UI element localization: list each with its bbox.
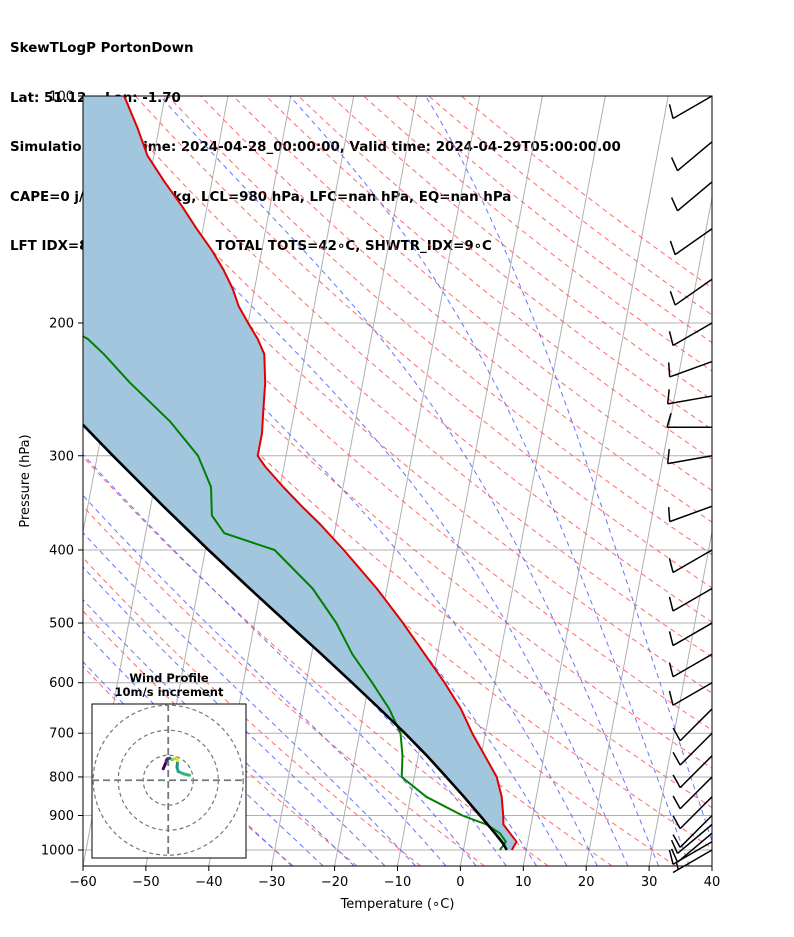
x-tick-label: −50 bbox=[132, 875, 159, 890]
wind-barb bbox=[667, 360, 713, 378]
x-axis-label: Temperature (∘C) bbox=[340, 897, 455, 912]
wind-barb bbox=[668, 622, 713, 647]
wind-barb bbox=[672, 796, 713, 830]
temperature-line bbox=[123, 96, 518, 851]
isotherm-line bbox=[585, 194, 712, 866]
wind-barb bbox=[672, 776, 713, 810]
chart-title: SkewTLogP PortonDown bbox=[10, 41, 194, 56]
dry-adiabat-line bbox=[200, 96, 712, 523]
wind-barb bbox=[670, 141, 713, 172]
wind-barb bbox=[669, 278, 713, 306]
wind-barb bbox=[666, 389, 713, 405]
moist-adiabat-line bbox=[425, 96, 712, 843]
inset-title: Wind Profile bbox=[129, 671, 209, 685]
x-tick-label: 0 bbox=[456, 875, 464, 890]
y-tick-label: 700 bbox=[49, 727, 74, 742]
moist-adiabat-line bbox=[83, 407, 507, 866]
x-tick-label: −60 bbox=[69, 875, 96, 890]
y-tick-label: 200 bbox=[49, 316, 74, 331]
x-tick-label: 10 bbox=[515, 875, 532, 890]
wind-barb bbox=[666, 449, 713, 465]
dry-adiabat-line bbox=[428, 96, 712, 316]
dry-adiabat-line bbox=[167, 96, 712, 556]
dewpoint-line bbox=[83, 335, 507, 851]
wind-barb bbox=[668, 95, 713, 120]
wind-barbs bbox=[666, 95, 713, 874]
y-tick-label: 300 bbox=[49, 449, 74, 464]
y-tick-label: 1000 bbox=[41, 844, 74, 859]
dry-adiabat-line bbox=[330, 96, 712, 401]
y-tick-label: 900 bbox=[49, 809, 74, 824]
y-axis-label: Pressure (hPa) bbox=[18, 434, 33, 527]
dry-adiabat-line bbox=[265, 96, 712, 461]
isotherm-line bbox=[334, 96, 481, 866]
x-tick-label: −30 bbox=[258, 875, 285, 890]
dry-adiabat-line bbox=[232, 96, 712, 492]
moist-adiabat-line bbox=[159, 96, 660, 866]
wind-barb bbox=[666, 413, 712, 429]
location-line: Lat: 51.12 Lon: -1.70 bbox=[10, 91, 621, 108]
wind-barb bbox=[669, 228, 713, 256]
hodograph-segment bbox=[161, 762, 167, 771]
wind-barb bbox=[670, 181, 713, 212]
wind-barb bbox=[668, 549, 713, 574]
wind-barb bbox=[667, 505, 713, 523]
y-tick-label: 600 bbox=[49, 676, 74, 691]
dry-adiabat-line bbox=[83, 316, 712, 849]
isotherm-line bbox=[648, 529, 712, 866]
moist-adiabat-line bbox=[83, 531, 416, 866]
wind-barb bbox=[668, 587, 713, 612]
dry-adiabat-line bbox=[83, 110, 712, 658]
x-tick-label: −40 bbox=[195, 875, 222, 890]
isotherm-line bbox=[522, 96, 669, 866]
isotherm-line bbox=[271, 96, 418, 866]
wind-barb bbox=[672, 814, 713, 848]
x-tick-label: −10 bbox=[384, 875, 411, 890]
x-tick-label: 40 bbox=[704, 875, 721, 890]
inset-subtitle: 10m/s increment bbox=[115, 685, 224, 699]
moist-adiabat-line bbox=[83, 566, 386, 866]
isotherm-line bbox=[775, 96, 794, 866]
y-tick-label: 400 bbox=[49, 543, 74, 558]
moist-adiabat-line bbox=[83, 661, 293, 866]
wind-barb bbox=[670, 823, 713, 854]
isotherm-line bbox=[711, 863, 712, 866]
parcel-line bbox=[83, 423, 508, 851]
wind-barb bbox=[668, 682, 713, 706]
wind-barb bbox=[668, 322, 713, 347]
y-tick-label: 500 bbox=[49, 617, 74, 632]
moist-adiabat-line bbox=[83, 630, 324, 866]
x-tick-label: 30 bbox=[641, 875, 658, 890]
y-tick-label: 800 bbox=[49, 770, 74, 785]
dry-adiabat-line bbox=[83, 230, 712, 769]
dry-adiabat-line bbox=[83, 455, 549, 866]
dry-adiabat-line bbox=[298, 96, 712, 430]
dry-adiabat-line bbox=[395, 96, 712, 344]
moist-adiabat-line bbox=[83, 121, 629, 866]
wind-barb bbox=[672, 732, 713, 766]
wind-barb bbox=[668, 653, 713, 678]
x-tick-label: −20 bbox=[321, 875, 348, 890]
dry-adiabat-line bbox=[83, 557, 422, 866]
wind-barb bbox=[672, 849, 713, 874]
x-tick-label: 20 bbox=[578, 875, 595, 890]
negative-area-shading bbox=[83, 96, 516, 850]
wind-barb bbox=[672, 755, 713, 789]
moist-adiabat-line bbox=[289, 96, 690, 866]
wind-barb bbox=[672, 708, 713, 742]
isotherm-line bbox=[459, 96, 606, 866]
wind-barb bbox=[670, 832, 713, 863]
y-tick-label: 100 bbox=[49, 90, 74, 105]
dry-adiabat-line bbox=[102, 96, 712, 623]
